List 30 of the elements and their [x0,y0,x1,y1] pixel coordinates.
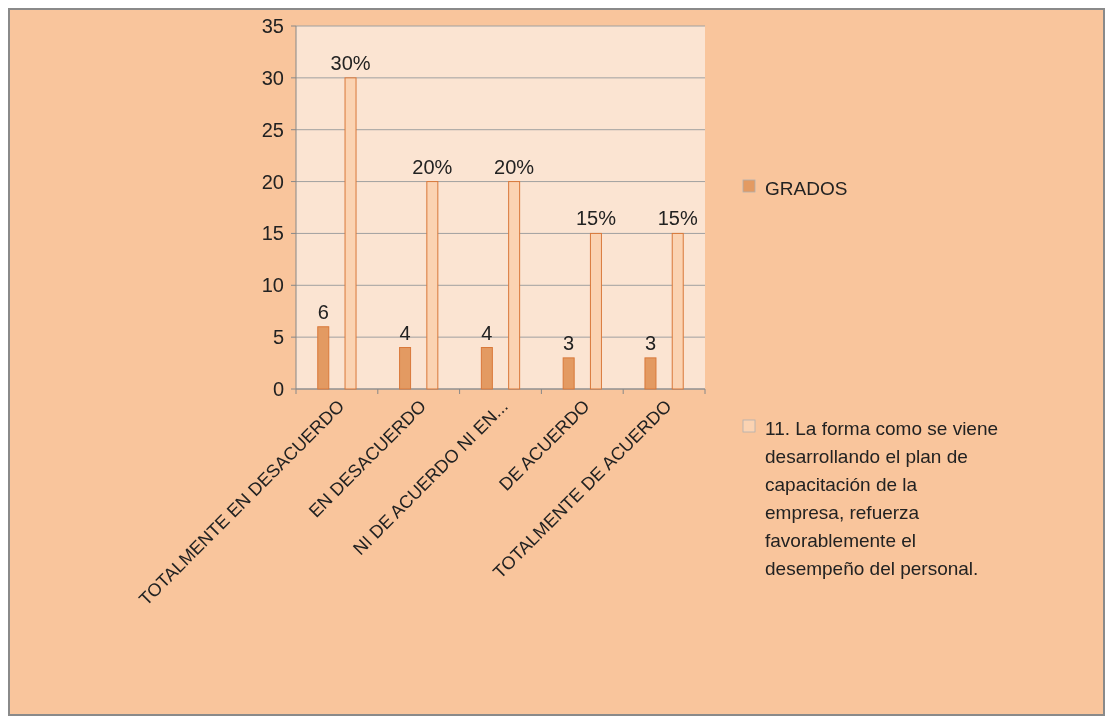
bar [589,232,602,390]
y-tick-label: 25 [261,118,284,141]
bar [508,181,521,390]
y-tick-label: 5 [272,326,284,349]
y-tick-label: 15 [261,222,284,245]
y-tick-label: 0 [272,378,284,400]
data-label: 20% [412,155,453,178]
data-label: 3 [644,331,657,354]
y-tick-label: 30 [261,66,284,89]
y-tick-label: 20 [261,170,284,193]
bar [344,77,357,390]
data-label: 4 [399,321,411,344]
y-tick-label: 10 [261,274,284,297]
legend-label: GRADOS [765,177,848,199]
bar [317,326,330,390]
bar [562,357,575,390]
data-label: 30% [330,51,371,74]
data-label: 4 [481,321,493,344]
bar [426,181,439,390]
data-label: 20% [494,155,535,178]
data-label: 15% [657,207,698,230]
bar [644,357,657,390]
data-label: 6 [317,300,329,323]
legend-label: 11. La forma como se viene desarrollando el plan de capacitación de la empresa, refuerza favorablemente el desempeño del personal. [765,417,999,579]
bar [399,347,412,390]
data-label: 3 [563,331,575,354]
y-tick-label: 35 [261,15,284,37]
data-label: 15% [575,207,617,230]
bar [671,232,684,390]
bar [480,347,493,390]
